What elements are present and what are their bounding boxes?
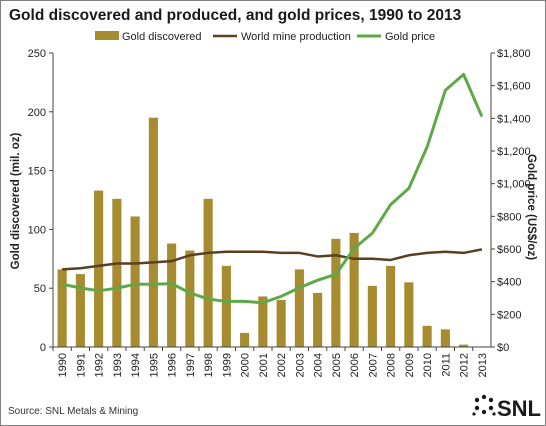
x-tick-label-2010: 2010: [422, 353, 434, 377]
legend-label-gold-discovered: Gold discovered: [122, 31, 202, 43]
bar-gold-discovered-1995: [148, 117, 158, 348]
bar-gold-discovered-2009: [404, 282, 414, 347]
y-right-tick-label-8: $1,600: [497, 81, 531, 93]
y-right-tick-label-3: $600: [497, 244, 521, 256]
bar-gold-discovered-2002: [276, 299, 286, 347]
x-tick-label-2013: 2013: [477, 353, 489, 377]
legend: Gold discovered World mine production Go…: [95, 31, 435, 43]
y-axis-left-label: Gold discovered (mil. oz): [10, 132, 22, 269]
x-tick-label-1991: 1991: [75, 353, 87, 377]
line-gold-price: [61, 72, 484, 305]
bar-gold-discovered-2010: [422, 325, 432, 347]
snl-logo: SNL: [472, 394, 541, 421]
bar-gold-discovered-2011: [440, 329, 450, 347]
source-note: Source: SNL Metals & Mining: [8, 406, 138, 417]
y-left-tick-label-0: 0: [40, 342, 46, 354]
plot-area: 0 50 100 150 200 250 $0 $200 $400 $600 $800 $1,000 $…: [28, 48, 531, 377]
legend-label-gold-price: Gold price: [385, 31, 435, 43]
x-tick-label-2011: 2011: [440, 353, 452, 377]
bar-gold-discovered-2001: [258, 296, 268, 347]
x-tick-label-1995: 1995: [148, 353, 160, 377]
bar-gold-discovered-1990: [57, 269, 67, 347]
y-right-tick-label-4: $800: [497, 211, 521, 223]
bar-gold-discovered-2012: [459, 344, 469, 347]
y-right-tick-label-6: $1,200: [497, 146, 531, 158]
bar-gold-discovered-1992: [94, 190, 104, 347]
snl-dots-logo-icon: [472, 394, 496, 416]
y-right-tick-label-1: $200: [497, 309, 521, 321]
bar-gold-discovered-1994: [130, 216, 140, 347]
y-left-tick-label-200: 200: [28, 107, 46, 119]
y-left-tick-label-150: 150: [28, 166, 46, 178]
x-tick-label-2009: 2009: [404, 353, 416, 377]
x-tick-label-2001: 2001: [258, 353, 270, 377]
y-right-tick-label-7: $1,400: [497, 113, 531, 125]
x-tick-label-2007: 2007: [367, 353, 379, 377]
x-tick-label-1994: 1994: [130, 353, 142, 377]
y-right-tick-label-5: $1,000: [497, 179, 531, 191]
bar-gold-discovered-1993: [112, 198, 122, 347]
legend-label-world-mine-production: World mine production: [241, 31, 351, 43]
x-tick-label-1996: 1996: [167, 353, 179, 377]
y-left-tick-label-250: 250: [28, 48, 46, 60]
bar-gold-discovered-2004: [313, 292, 323, 347]
y-left-tick-label-50: 50: [34, 283, 46, 295]
x-tick-label-1993: 1993: [112, 353, 124, 377]
x-tick-label-1990: 1990: [57, 353, 69, 377]
x-tick-label-2012: 2012: [459, 353, 471, 377]
x-tick-label-2002: 2002: [276, 353, 288, 377]
bar-gold-discovered-2003: [294, 269, 304, 347]
x-tick-label-2004: 2004: [313, 353, 325, 377]
bar-gold-discovered-1996: [167, 243, 177, 347]
bar-gold-discovered-2000: [240, 332, 250, 347]
bar-gold-discovered-2006: [349, 232, 359, 347]
bar-gold-discovered-1997: [185, 250, 195, 347]
y-right-tick-label-0: $0: [497, 342, 509, 354]
x-tick-label-1999: 1999: [221, 353, 233, 377]
x-tick-label-2008: 2008: [386, 353, 398, 377]
x-tick-label-1997: 1997: [185, 353, 197, 377]
x-tick-label-2005: 2005: [331, 353, 343, 377]
x-tick-label-2003: 2003: [294, 353, 306, 377]
bar-gold-discovered-2007: [367, 285, 377, 347]
logo-text: SNL: [497, 396, 541, 421]
legend-swatch-gold-discovered: [95, 31, 119, 40]
x-tick-label-2000: 2000: [240, 353, 252, 377]
bar-gold-discovered-1991: [75, 274, 85, 347]
x-tick-label-2006: 2006: [349, 353, 361, 377]
y-right-tick-label-2: $400: [497, 277, 521, 289]
bar-gold-discovered-2008: [386, 265, 396, 347]
bar-gold-discovered-1999: [221, 265, 231, 347]
bar-gold-discovered-2005: [331, 238, 341, 347]
bar-gold-discovered-1998: [203, 198, 213, 347]
x-tick-label-1998: 1998: [203, 353, 215, 377]
y-left-tick-label-100: 100: [28, 224, 46, 236]
chart-title: Gold discovered and produced, and gold p…: [9, 7, 462, 24]
y-right-tick-label-9: $1,800: [497, 48, 531, 60]
y-axis-right-label: Gold price (US$/oz): [525, 154, 537, 260]
x-tick-label-1992: 1992: [94, 353, 106, 377]
line-world-mine-production: [62, 248, 483, 271]
